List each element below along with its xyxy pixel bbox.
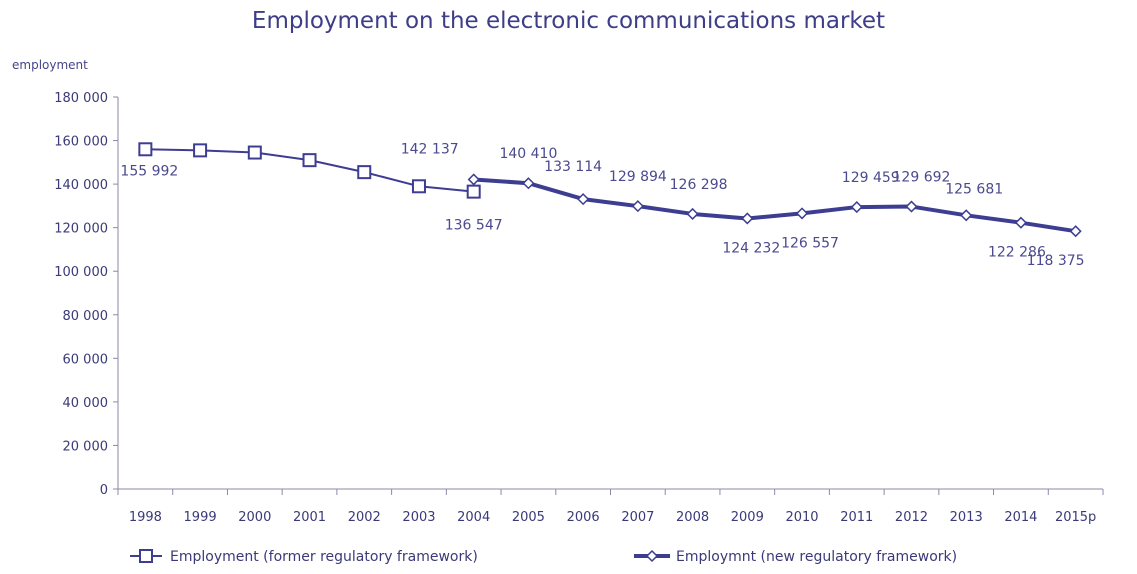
y-axis-label: employment: [12, 58, 88, 72]
x-tick-label: 2011: [840, 510, 873, 525]
data-label: 124 232: [722, 240, 780, 256]
data-point-square: [138, 142, 153, 157]
x-tick-label: 2007: [621, 510, 654, 525]
data-label: 125 681: [945, 181, 1003, 197]
data-label: 142 137: [401, 141, 459, 157]
y-tick-label: 0: [100, 483, 108, 498]
data-point-square: [466, 184, 481, 199]
legend-marker-diamond: [645, 549, 659, 563]
data-point-diamond: [850, 201, 863, 214]
legend-label: Employment (former regulatory framework): [170, 549, 478, 565]
y-tick-label: 100 000: [54, 265, 108, 280]
x-tick-label: 2001: [293, 510, 326, 525]
data-point-diamond: [631, 200, 644, 213]
x-tick-label: 2002: [348, 510, 381, 525]
legend-label: Employmnt (new regulatory framework): [676, 549, 957, 565]
data-label: 118 375: [1027, 253, 1085, 269]
data-point-diamond: [467, 173, 480, 186]
data-label: 122 286: [988, 245, 1046, 261]
data-label: 129 894: [609, 169, 667, 185]
series-line: [473, 177, 1076, 234]
y-tick-label: 20 000: [63, 439, 109, 454]
data-point-square: [247, 145, 262, 160]
x-tick-label: 2013: [950, 510, 983, 525]
y-tick-label: 180 000: [54, 91, 108, 106]
x-tick-label: 1999: [184, 510, 217, 525]
data-point-diamond: [795, 207, 809, 220]
x-tick-label: 2000: [238, 510, 271, 525]
data-point-square: [357, 165, 372, 180]
data-label: 129 692: [893, 170, 951, 186]
data-point-diamond: [741, 212, 754, 225]
data-point-diamond: [577, 193, 590, 206]
legend-marker-square: [139, 549, 153, 563]
x-tick-label: 2003: [402, 510, 435, 525]
x-tick-label: 2014: [1004, 510, 1037, 525]
y-tick-label: 80 000: [63, 309, 109, 324]
x-tick-label: 2015p: [1055, 510, 1096, 525]
data-label: 155 992: [120, 163, 178, 179]
y-tick-label: 160 000: [54, 135, 108, 150]
x-tick-label: 2012: [895, 510, 928, 525]
data-label: 129 459: [842, 170, 900, 186]
data-point-diamond: [1069, 225, 1082, 238]
chart-title: Employment on the electronic communicati…: [251, 8, 886, 34]
data-label: 126 557: [781, 235, 839, 251]
x-tick-label: 2006: [567, 510, 600, 525]
y-tick-label: 60 000: [63, 352, 109, 367]
data-point-diamond: [686, 207, 699, 221]
data-point-diamond: [1014, 216, 1027, 229]
data-point-diamond: [905, 200, 918, 213]
x-tick-label: 2008: [676, 510, 709, 525]
data-label: 133 114: [544, 159, 602, 175]
x-tick-label: 2004: [457, 510, 490, 525]
data-label: 126 298: [670, 177, 728, 193]
y-tick-label: 120 000: [54, 222, 108, 237]
x-tick-label: 1998: [129, 510, 162, 525]
data-point-diamond: [522, 177, 535, 190]
data-label: 136 547: [445, 218, 503, 234]
data-point-square: [193, 143, 208, 158]
data-label: 140 410: [499, 146, 557, 162]
x-tick-label: 2009: [731, 510, 764, 525]
y-tick-label: 140 000: [54, 178, 108, 193]
data-point-square: [411, 179, 426, 194]
data-point-square: [302, 153, 317, 168]
x-tick-label: 2010: [785, 510, 818, 525]
x-tick-label: 2005: [512, 510, 545, 525]
data-point-diamond: [960, 209, 973, 222]
y-tick-label: 40 000: [63, 396, 109, 411]
